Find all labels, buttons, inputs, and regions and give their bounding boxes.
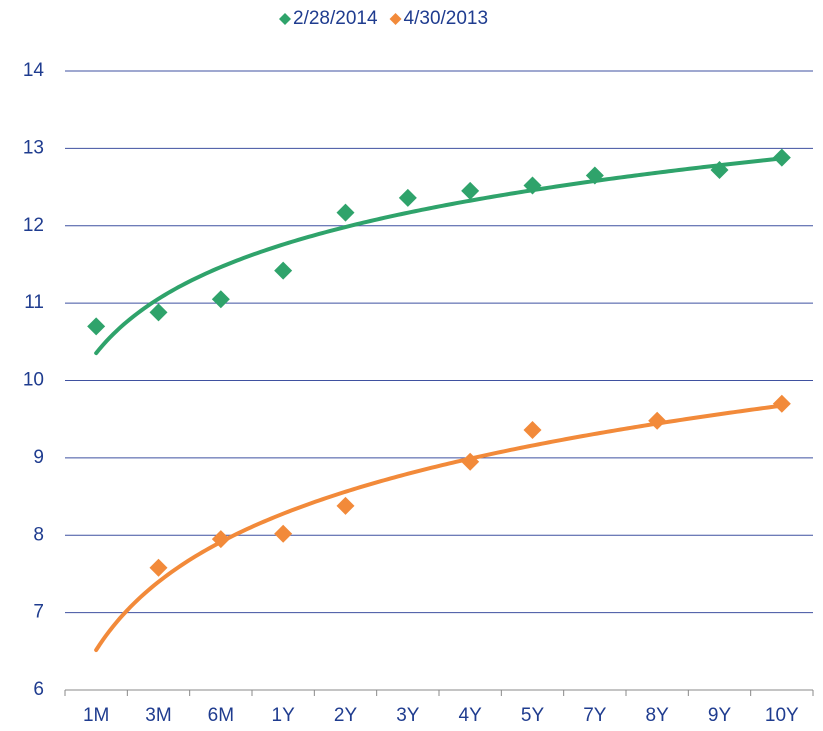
point xyxy=(336,203,355,222)
y-tick-label: 7 xyxy=(33,602,44,623)
x-tick-label: 6M xyxy=(208,705,234,726)
legend-marker xyxy=(389,13,402,25)
point xyxy=(398,188,417,207)
point xyxy=(211,530,230,549)
point xyxy=(149,558,168,577)
point xyxy=(648,411,667,430)
x-tick-label: 5Y xyxy=(521,705,545,726)
x-tick-label: 1Y xyxy=(272,705,296,726)
point xyxy=(87,317,106,336)
y-tick-label: 11 xyxy=(24,292,44,313)
legend-label: 2/28/2014 xyxy=(293,8,378,29)
y-tick-label: 14 xyxy=(23,60,45,81)
x-tick-label: 4Y xyxy=(459,705,483,726)
y-tick-label: 8 xyxy=(33,524,44,545)
point xyxy=(149,303,168,322)
legend-marker xyxy=(279,13,291,25)
y-tick-label: 10 xyxy=(23,370,44,391)
y-tick-label: 12 xyxy=(23,215,44,236)
x-tick-label: 1M xyxy=(83,705,109,726)
y-tick-label: 13 xyxy=(23,137,44,158)
point xyxy=(772,394,791,413)
point xyxy=(585,166,604,185)
x-tick-label: 3M xyxy=(145,705,171,726)
x-tick-label: 7Y xyxy=(583,705,607,726)
x-tick-label: 9Y xyxy=(708,705,732,726)
y-tick-label: 6 xyxy=(33,679,44,700)
point xyxy=(274,261,293,280)
point xyxy=(523,421,542,440)
trendline xyxy=(94,156,784,356)
point xyxy=(710,161,729,180)
point xyxy=(461,452,480,471)
point xyxy=(772,148,791,167)
point xyxy=(461,181,480,200)
point xyxy=(523,176,542,195)
point xyxy=(274,524,293,543)
y-tick-label: 9 xyxy=(33,447,44,468)
x-tick-label: 8Y xyxy=(646,705,670,726)
legend-label: 4/30/2013 xyxy=(404,8,489,29)
point xyxy=(211,290,230,309)
x-tick-label: 10Y xyxy=(765,705,799,726)
x-tick-label: 2Y xyxy=(334,705,358,726)
x-tick-label: 3Y xyxy=(396,705,420,726)
trendline xyxy=(94,403,784,653)
point xyxy=(336,496,355,515)
